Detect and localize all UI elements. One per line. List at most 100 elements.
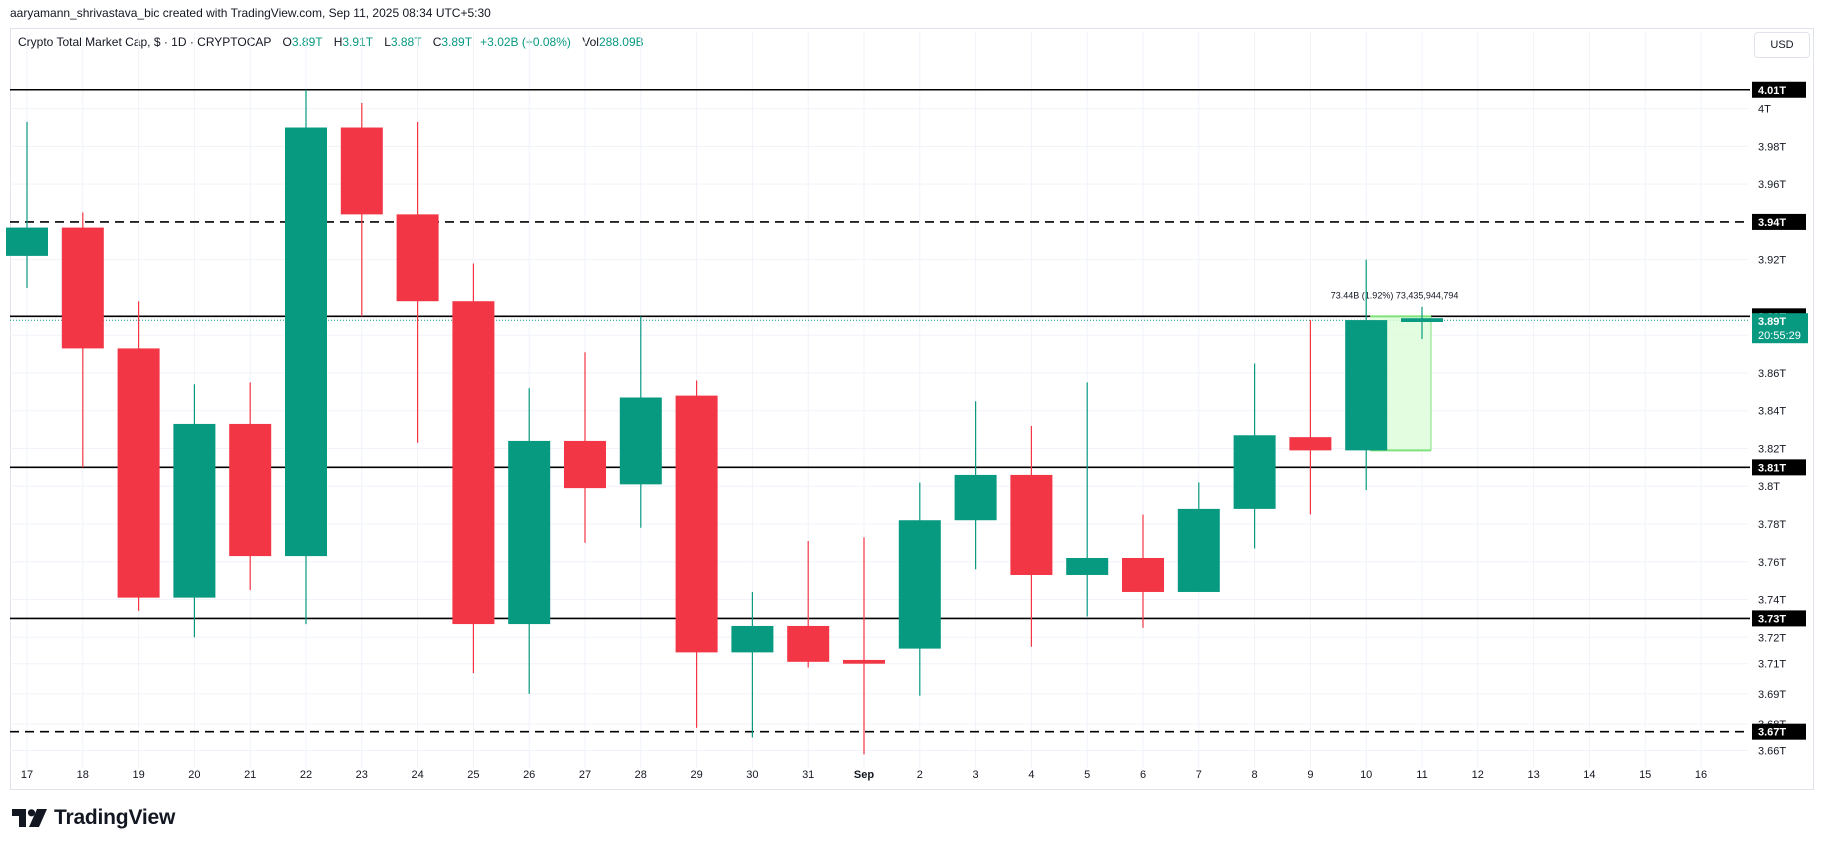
candle-body <box>1233 435 1276 509</box>
time-tick-label: 16 <box>1695 769 1707 781</box>
candle-body <box>117 348 160 598</box>
time-tick-label: 18 <box>77 769 89 781</box>
candle-body <box>285 127 327 557</box>
price-tick-label: 3.86T <box>1758 368 1786 380</box>
candle-body <box>61 227 104 349</box>
measure-label: 73.44B (1.92%) 73,435,944,794 <box>1331 290 1459 300</box>
price-tick-label: 4T <box>1758 104 1771 116</box>
time-tick-label: 28 <box>635 769 647 781</box>
time-tick-label: 22 <box>300 769 312 781</box>
candle-body <box>396 214 439 302</box>
grid-layer <box>10 32 1748 768</box>
time-tick-label: 24 <box>411 769 423 781</box>
high-label: H <box>333 35 343 49</box>
time-tick-label: 13 <box>1527 769 1539 781</box>
time-axis: 17 18 19 20 21 22 23 24 25 26 27 28 29 30 31 Sep 2 3 4 5 6 7 8… <box>21 769 1707 781</box>
time-tick-label: 14 <box>1583 769 1595 781</box>
symbol-legend[interactable]: Crypto Total Market Cap, $ · 1D · CRYPTO… <box>18 35 644 49</box>
price-tick-label: 3.82T <box>1758 443 1786 455</box>
candle-body <box>898 520 941 649</box>
level-price-label-bg <box>1752 81 1806 98</box>
time-tick-label: 11 <box>1416 769 1427 781</box>
time-tick-label: 10 <box>1360 769 1372 781</box>
close-label: C <box>432 35 442 49</box>
price-tick-label: 3.69T <box>1758 689 1786 701</box>
level-price-label-bg <box>1752 723 1806 740</box>
tradingview-brand-name: TradingView <box>54 806 176 829</box>
volume-value: 288.09B <box>598 35 644 49</box>
price-tick-label: 3.66T <box>1758 746 1786 758</box>
candle-body <box>675 395 718 653</box>
candle-body <box>1289 437 1332 451</box>
time-tick-label: 2 <box>917 769 923 781</box>
price-tick-label: 3.71T <box>1758 659 1786 671</box>
price-tick-label: 3.78T <box>1758 519 1786 531</box>
candle-body <box>452 301 495 625</box>
price-tick-label: 3.8T <box>1758 481 1780 493</box>
time-tick-label: 12 <box>1472 769 1484 781</box>
level-price-label: 3.73T <box>1758 613 1786 625</box>
price-tick-label: 3.84T <box>1758 406 1786 418</box>
chart-frame <box>10 28 1814 790</box>
candle-body <box>787 625 830 662</box>
price-chart[interactable]: 73.44B (1.92%) 73,435,944,794 4T 3.98T 3.9… <box>0 0 1825 790</box>
time-tick-label: 19 <box>132 769 144 781</box>
time-tick-label: 4 <box>1028 769 1034 781</box>
candle-body <box>1401 318 1443 322</box>
candle-body <box>1122 557 1164 592</box>
open-value: 3.89T <box>291 35 323 49</box>
price-tick-label: 3.92T <box>1758 255 1786 267</box>
candle-body <box>1345 320 1388 451</box>
current-price-label: 3.89T <box>1758 316 1786 328</box>
candle-body <box>340 127 383 215</box>
candle-layer <box>6 89 1443 755</box>
time-tick-label: 6 <box>1140 769 1146 781</box>
tradingview-logo[interactable]: TradingView <box>12 806 175 830</box>
open-label: O <box>282 35 292 49</box>
level-price-label-bg <box>1752 459 1806 476</box>
candle-body <box>1177 508 1220 592</box>
candle-body <box>731 625 774 653</box>
time-tick-label: Sep <box>854 769 874 781</box>
change-value: +3.02B (+0.08%) <box>480 35 571 49</box>
volume-label: Vol <box>582 35 599 49</box>
time-tick-label: 27 <box>579 769 591 781</box>
time-tick-label: 17 <box>21 769 33 781</box>
candle-body <box>508 440 551 625</box>
symbol-title[interactable]: Crypto Total Market Cap, $ · 1D · CRYPTO… <box>18 35 272 49</box>
time-tick-label: 20 <box>188 769 200 781</box>
price-tick-label: 3.96T <box>1758 179 1786 191</box>
time-tick-label: 9 <box>1307 769 1313 781</box>
time-tick-label: 23 <box>356 769 368 781</box>
candle-body <box>1010 474 1053 575</box>
time-tick-label: 25 <box>467 769 479 781</box>
level-price-label: 3.81T <box>1758 462 1786 474</box>
time-tick-label: 15 <box>1639 769 1651 781</box>
candle-body <box>173 423 216 598</box>
candle-body <box>954 474 997 521</box>
time-tick-label: 31 <box>802 769 814 781</box>
time-tick-label: 30 <box>746 769 758 781</box>
price-tick-label: 3.74T <box>1758 595 1786 607</box>
candle-body <box>6 227 48 256</box>
close-value: 3.89T <box>441 35 472 49</box>
current-price-label-bg <box>1752 313 1808 344</box>
time-tick-label: 26 <box>523 769 535 781</box>
candle-body <box>1066 557 1109 575</box>
time-tick-label: 29 <box>690 769 702 781</box>
level-price-label: 3.94T <box>1758 217 1786 229</box>
time-tick-label: 3 <box>973 769 979 781</box>
time-tick-label: 8 <box>1252 769 1258 781</box>
currency-button[interactable]: USD <box>1754 32 1810 58</box>
low-value: 3.88T <box>390 35 422 49</box>
time-tick-label: 21 <box>244 769 256 781</box>
low-label: L <box>384 35 391 49</box>
chart-credit: aaryamann_shrivastava_bic created with T… <box>10 6 491 20</box>
time-tick-label: 5 <box>1084 769 1090 781</box>
level-price-label-bg <box>1752 610 1806 627</box>
candle-body <box>564 440 606 489</box>
price-tick-label: 3.72T <box>1758 632 1786 644</box>
level-price-label: 4.01T <box>1758 85 1786 97</box>
candle-body <box>619 397 662 485</box>
price-tick-label: 3.98T <box>1758 141 1786 153</box>
